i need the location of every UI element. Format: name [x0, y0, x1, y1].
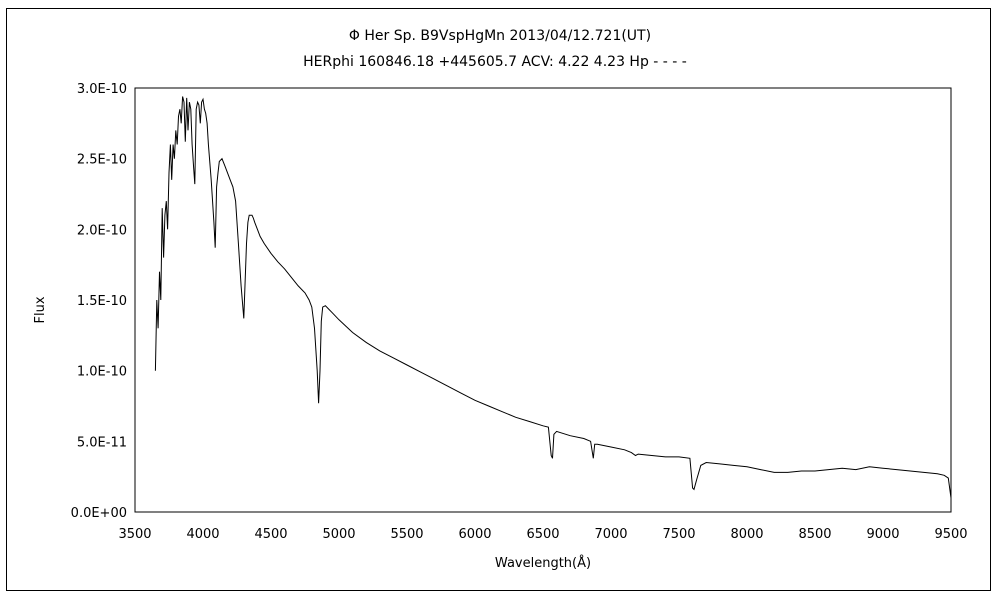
x-tick-label: 5500 [390, 527, 423, 542]
chart-subtitle: HERphi 160846.18 +445605.7 ACV: 4.22 4.2… [303, 54, 687, 70]
chart-frame [6, 8, 991, 591]
x-tick-label: 5000 [322, 527, 355, 542]
x-axis-label: Wavelength(Å) [495, 555, 591, 571]
x-tick-label: 9500 [934, 527, 967, 542]
y-axis-ticks: 0.0E+00 5.0E-11 1.0E-10 1.5E-10 2.0E-10 2.5E-… [71, 82, 127, 521]
x-tick-label: 7500 [662, 527, 695, 542]
x-tick-label: 8500 [798, 527, 831, 542]
x-tick-label: 9000 [866, 527, 899, 542]
y-tick-label: 5.0E-11 [77, 435, 127, 450]
x-tick-label: 6500 [526, 527, 559, 542]
flux-series-line [154, 96, 952, 498]
x-tick-label: 6000 [458, 527, 491, 542]
y-tick-label: 0.0E+00 [71, 506, 127, 521]
x-tick-label: 8000 [730, 527, 763, 542]
y-tick-label: 2.5E-10 [77, 153, 127, 168]
x-tick-label: 7000 [594, 527, 627, 542]
chart-title: Φ Her Sp. B9VspHgMn 2013/04/12.721(UT) [349, 28, 651, 44]
y-tick-label: 1.5E-10 [77, 294, 127, 309]
x-axis-ticks: 3500 4000 4500 5000 5500 6000 6500 7000 7500 8000… [118, 527, 967, 542]
x-tick-label: 3500 [118, 527, 151, 542]
y-tick-label: 1.0E-10 [77, 365, 127, 380]
y-tick-label: 2.0E-10 [77, 223, 127, 238]
x-tick-label: 4000 [186, 527, 219, 542]
plot-area [134, 87, 952, 513]
y-axis-label: Flux [33, 296, 48, 323]
y-tick-label: 3.0E-10 [77, 82, 127, 97]
x-tick-label: 4500 [254, 527, 287, 542]
